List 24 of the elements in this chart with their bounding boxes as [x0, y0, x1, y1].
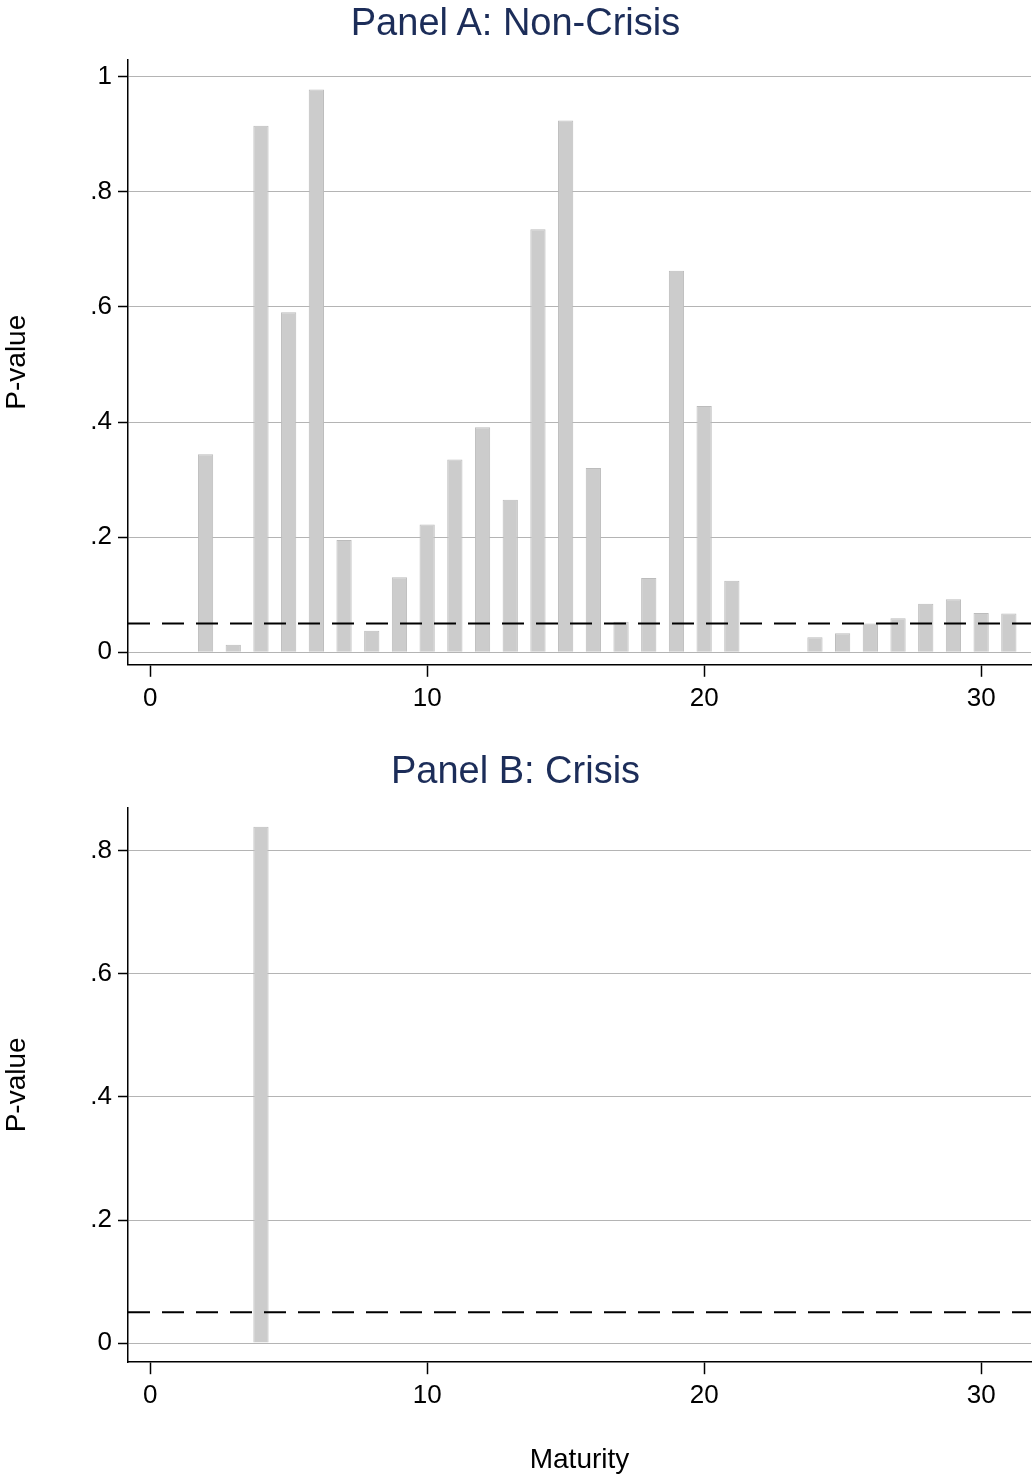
x-tick-label: 0 [142, 681, 158, 712]
y-tick-label: 1 [97, 60, 112, 91]
x-tick-label: 0 [142, 1378, 158, 1409]
y-axis-title: P-value [0, 1037, 31, 1133]
y-tick-label: .2 [90, 520, 112, 551]
x-tick-label: 30 [966, 1378, 996, 1409]
y-tick-label: .6 [90, 956, 112, 987]
x-tick-label: 20 [689, 1378, 719, 1409]
chart-title: Panel B: Crisis [390, 749, 641, 792]
x-tick-label: 20 [689, 681, 719, 712]
x-tick-label: 10 [412, 1378, 442, 1409]
y-tick-label: .4 [90, 405, 112, 436]
y-tick-label: .6 [90, 290, 112, 321]
x-axis-title: Maturity [529, 1442, 630, 1474]
y-tick-label: 0 [97, 1326, 112, 1357]
x-tick-label: 30 [966, 681, 996, 712]
chart-title: Panel A: Non-Crisis [350, 1, 681, 44]
y-tick-label: .2 [90, 1203, 112, 1234]
y-tick-label: .8 [90, 175, 112, 206]
y-tick-label: .4 [90, 1080, 112, 1111]
y-tick-label: .8 [90, 833, 112, 864]
y-tick-label: 0 [97, 635, 112, 666]
x-tick-label: 10 [412, 681, 442, 712]
y-axis-title: P-value [0, 314, 31, 410]
